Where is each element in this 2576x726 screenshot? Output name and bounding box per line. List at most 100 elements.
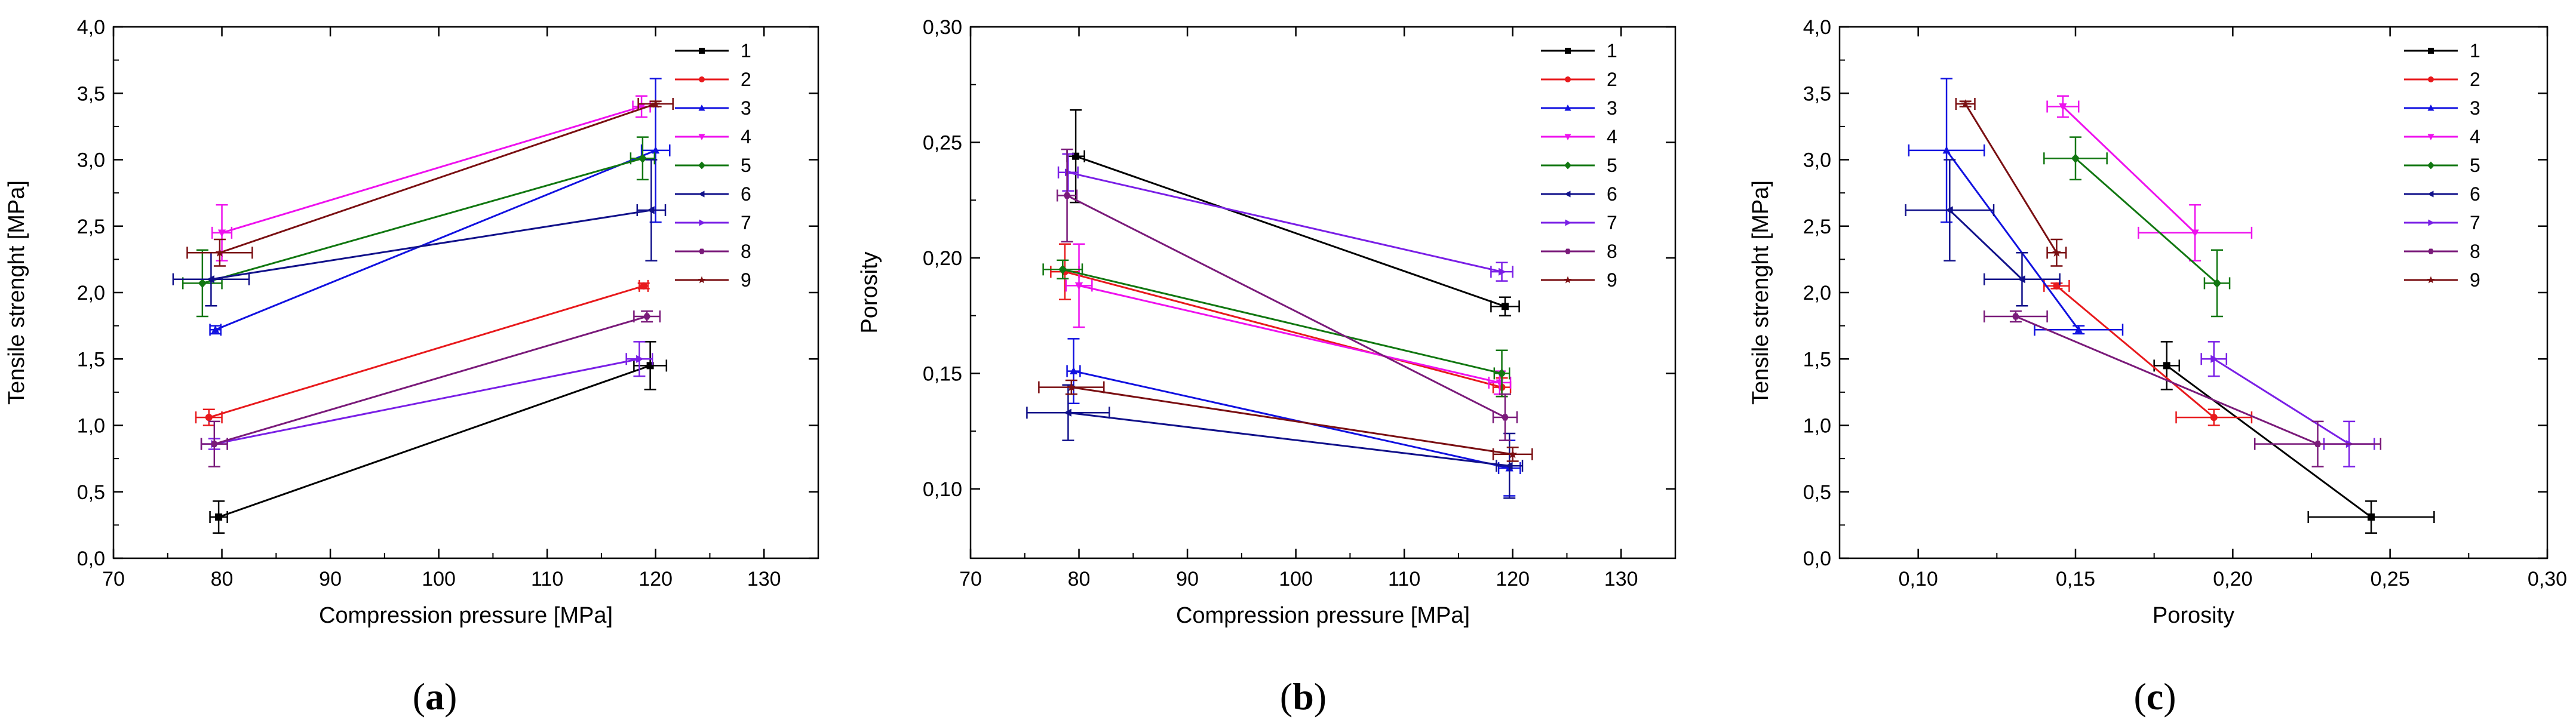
legend-marker [1564,276,1572,284]
data-point [2074,325,2083,333]
y-axis-title: Porosity [857,251,882,333]
series-4 [211,95,651,262]
x-axis-title: Compression pressure [MPa] [1176,603,1470,628]
x-tick-label: 120 [1496,568,1530,590]
series-line [1949,209,2023,280]
x-tick-label: 80 [1068,568,1091,590]
legend-marker [698,190,705,198]
series-2 [2043,279,2253,426]
x-tick-label: 110 [1388,568,1420,590]
data-point [636,355,644,363]
data-point [211,325,220,333]
legend-label: 3 [2470,97,2480,119]
data-point [2059,103,2067,111]
panel-label-b: (b) [1280,675,1327,718]
series-line [211,209,652,281]
y-tick-label: 2,0 [77,282,105,304]
series-9 [1955,98,2067,267]
x-tick-label: 100 [1279,568,1313,590]
data-point [1067,382,1076,392]
legend-marker [698,276,706,284]
series-1 [2153,341,2435,534]
legend-label: 9 [2470,269,2480,291]
y-tick-label: 1,0 [77,415,105,438]
y-tick-label: 0,15 [923,362,962,385]
series-line [2062,106,2196,233]
y-tick-label: 2,5 [1803,216,1831,238]
legend-label: 7 [2470,212,2480,233]
y-tick-label: 3,0 [1803,149,1831,172]
series-7 [200,341,653,450]
legend-marker [698,161,705,170]
data-point [1502,414,1509,421]
legend-marker [2428,76,2434,82]
series-line [1062,268,1502,374]
data-point [217,229,226,238]
y-tick-label: 0,25 [923,131,962,154]
legend-marker [698,104,705,111]
legend-label: 5 [2470,155,2480,176]
legend-label: 9 [1607,269,1617,291]
data-point [1499,267,1506,276]
x-tick-label: 130 [1604,568,1638,590]
y-tick-label: 0,5 [77,481,105,504]
data-point [198,278,207,288]
data-point [1505,462,1513,470]
x-tick-label: 0,15 [2056,568,2095,590]
legend-marker [1564,161,1571,170]
legend-marker [699,48,705,54]
legend-label: 2 [2470,69,2480,90]
legend-marker [699,248,705,254]
y-axis-title: Tensile strenght [MPa] [1748,180,1773,405]
series-line [208,285,644,419]
series-5 [1042,259,1510,398]
x-axis-title: Compression pressure [MPa] [319,603,613,628]
series-line [202,157,643,284]
series-9 [186,98,674,267]
data-point [1058,264,1067,275]
y-tick-label: 0,0 [1803,547,1831,570]
legend: 1 2 3 4 5 6 7 8 9 [675,40,751,291]
legend-marker [1565,219,1571,226]
legend: 1 2 3 4 5 6 7 8 9 [1541,40,1617,291]
series-1 [1066,109,1520,316]
x-tick-label: 70 [959,568,982,590]
x-axis-title: Porosity [2153,603,2234,628]
data-point [1942,146,1951,154]
y-tick-label: 0,30 [923,16,962,39]
data-point [2210,355,2218,363]
legend-label: 2 [741,69,751,90]
legend-marker [2428,248,2434,254]
series-line [1079,284,1500,384]
legend-marker [1565,248,1571,254]
series-4 [2046,95,2253,262]
data-point [1063,192,1071,199]
y-tick-label: 3,5 [77,82,105,105]
legend-label: 7 [1607,212,1617,233]
legend-label: 8 [2470,241,2480,262]
series-7 [2200,341,2375,467]
panel-label-c: (c) [2133,675,2176,718]
data-point [215,248,225,257]
legend-label: 4 [2470,126,2480,147]
data-point [2012,313,2019,320]
series-line [1068,411,1510,467]
data-point [2071,153,2080,164]
x-tick-label: 90 [319,568,342,590]
series-3 [1908,78,2124,336]
x-tick-label: 80 [211,568,234,590]
series-2 [195,279,650,426]
series-6 [172,159,667,307]
x-tick-label: 120 [638,568,673,590]
y-tick-label: 0,5 [1803,481,1831,504]
series-5 [2043,136,2231,318]
legend-marker [2427,134,2434,140]
series-line [214,358,640,445]
chart-panel-b: 70 80 90 100 110 120 130 0,10 0,15 0,20 0,25 0,30 Co… [857,16,1677,628]
series-line [2166,365,2372,518]
legend-label: 4 [741,126,751,147]
series-line [1075,155,1506,307]
legend-marker [2427,190,2434,198]
x-tick-label: 70 [102,568,125,590]
